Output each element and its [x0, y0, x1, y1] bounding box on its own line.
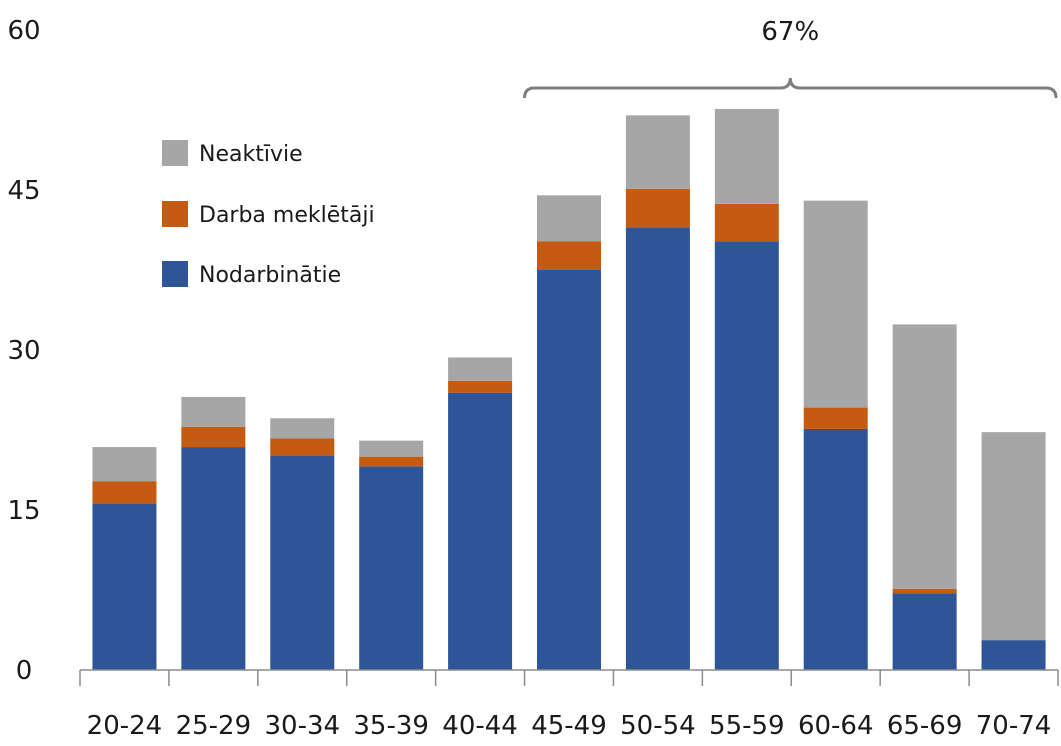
bar-segment-20-24-2 [92, 447, 157, 482]
bar-segment-45-49-2 [537, 195, 601, 242]
bar-segment-60-64-1 [803, 407, 868, 429]
y-tick-label: 45 [7, 176, 40, 206]
bar-segment-50-54-2 [625, 115, 690, 189]
bar-segment-60-64-0 [803, 428, 868, 670]
bar-segment-35-39-2 [359, 440, 424, 457]
bar-segment-55-59-1 [714, 203, 779, 242]
bar-segment-55-59-2 [714, 108, 779, 204]
y-tick-label: 30 [7, 336, 40, 366]
x-tick-label: 25-29 [176, 711, 252, 741]
bar-segment-30-34-2 [270, 418, 335, 439]
legend-label: Neaktīvie [199, 142, 303, 167]
bar-segment-50-54-1 [625, 188, 690, 228]
bar-segment-45-49-0 [537, 270, 601, 670]
x-tick-label: 55-59 [709, 711, 785, 741]
x-tick-label: 40-44 [442, 711, 518, 741]
bar-segment-40-44-2 [448, 357, 513, 381]
x-tick-label: 20-24 [87, 711, 163, 741]
x-tick-label: 60-64 [798, 711, 874, 741]
bar-segment-40-44-1 [448, 380, 513, 393]
legend-label: Nodarbinātie [199, 263, 341, 288]
bar-segment-20-24-1 [92, 481, 157, 504]
bar-segment-35-39-1 [359, 456, 424, 467]
legend-swatch [162, 140, 188, 166]
x-tick-label: 50-54 [620, 711, 696, 741]
legend-swatch [162, 201, 188, 227]
bars [92, 108, 1046, 671]
bar-segment-20-24-0 [92, 503, 157, 670]
x-tick-label: 30-34 [264, 711, 340, 741]
bar-segment-25-29-2 [181, 396, 246, 427]
bar-segment-70-74-0 [981, 640, 1046, 670]
bar-segment-25-29-0 [181, 447, 246, 670]
bar-segment-30-34-1 [270, 438, 335, 456]
annotation-label: 67% [761, 17, 819, 47]
y-axis-ticks: 0 15 30 45 60 [7, 16, 40, 686]
bar-segment-40-44-0 [448, 392, 513, 670]
bar-segment-70-74-2 [981, 432, 1046, 641]
bar-segment-65-69-2 [892, 324, 957, 589]
bar-segment-65-69-0 [892, 593, 957, 670]
annotation-brace [523, 77, 1058, 99]
legend-label: Darba meklētāji [199, 203, 375, 228]
bar-segment-65-69-1 [892, 588, 957, 594]
x-tick-label: 35-39 [353, 711, 429, 741]
legend: Neaktīvie Darba meklētāji Nodarbinātie [162, 140, 375, 288]
bar-segment-45-49-1 [537, 241, 601, 270]
bar-segment-35-39-0 [359, 466, 424, 670]
x-axis: 20-24 25-29 30-34 35-39 40-44 45-49 50-54 55-59… [79, 669, 1059, 741]
x-tick-label: 70-74 [976, 711, 1052, 741]
x-tick-label: 45-49 [531, 711, 607, 741]
y-tick-label: 60 [7, 16, 40, 46]
y-tick-label: 15 [7, 496, 40, 526]
bar-segment-30-34-0 [270, 455, 335, 670]
legend-swatch [162, 261, 188, 287]
percent-annotation: 67% [523, 17, 1058, 99]
bar-segment-50-54-0 [625, 227, 690, 671]
bar-segment-60-64-2 [803, 200, 868, 408]
x-tick-label: 65-69 [887, 711, 963, 741]
bar-segment-25-29-1 [181, 426, 246, 448]
y-tick-label: 0 [16, 656, 33, 686]
bar-segment-55-59-0 [714, 241, 779, 670]
